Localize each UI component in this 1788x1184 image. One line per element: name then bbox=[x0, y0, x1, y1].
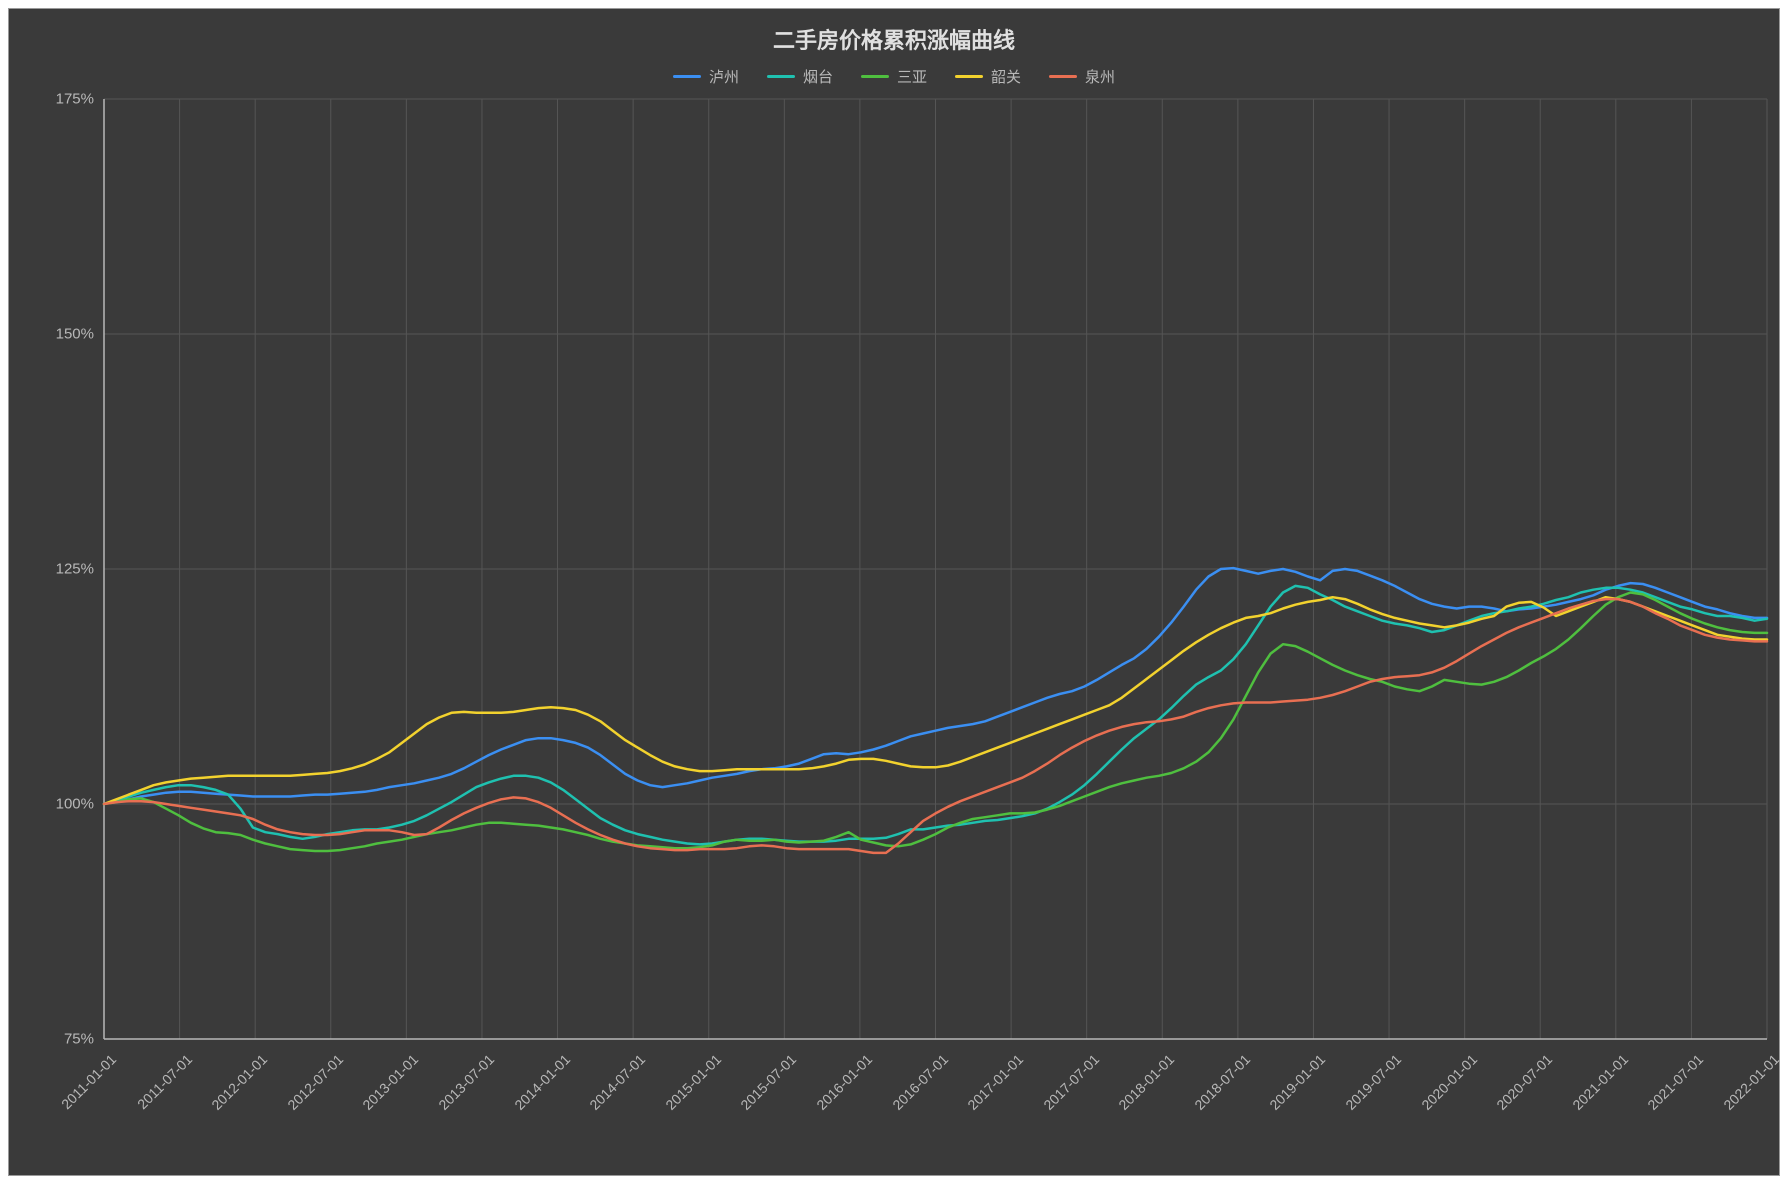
chart-container: 二手房价格累积涨幅曲线 泸州烟台三亚韶关泉州 75%100%125%150%17… bbox=[8, 8, 1780, 1176]
plot-area bbox=[9, 9, 1781, 1177]
